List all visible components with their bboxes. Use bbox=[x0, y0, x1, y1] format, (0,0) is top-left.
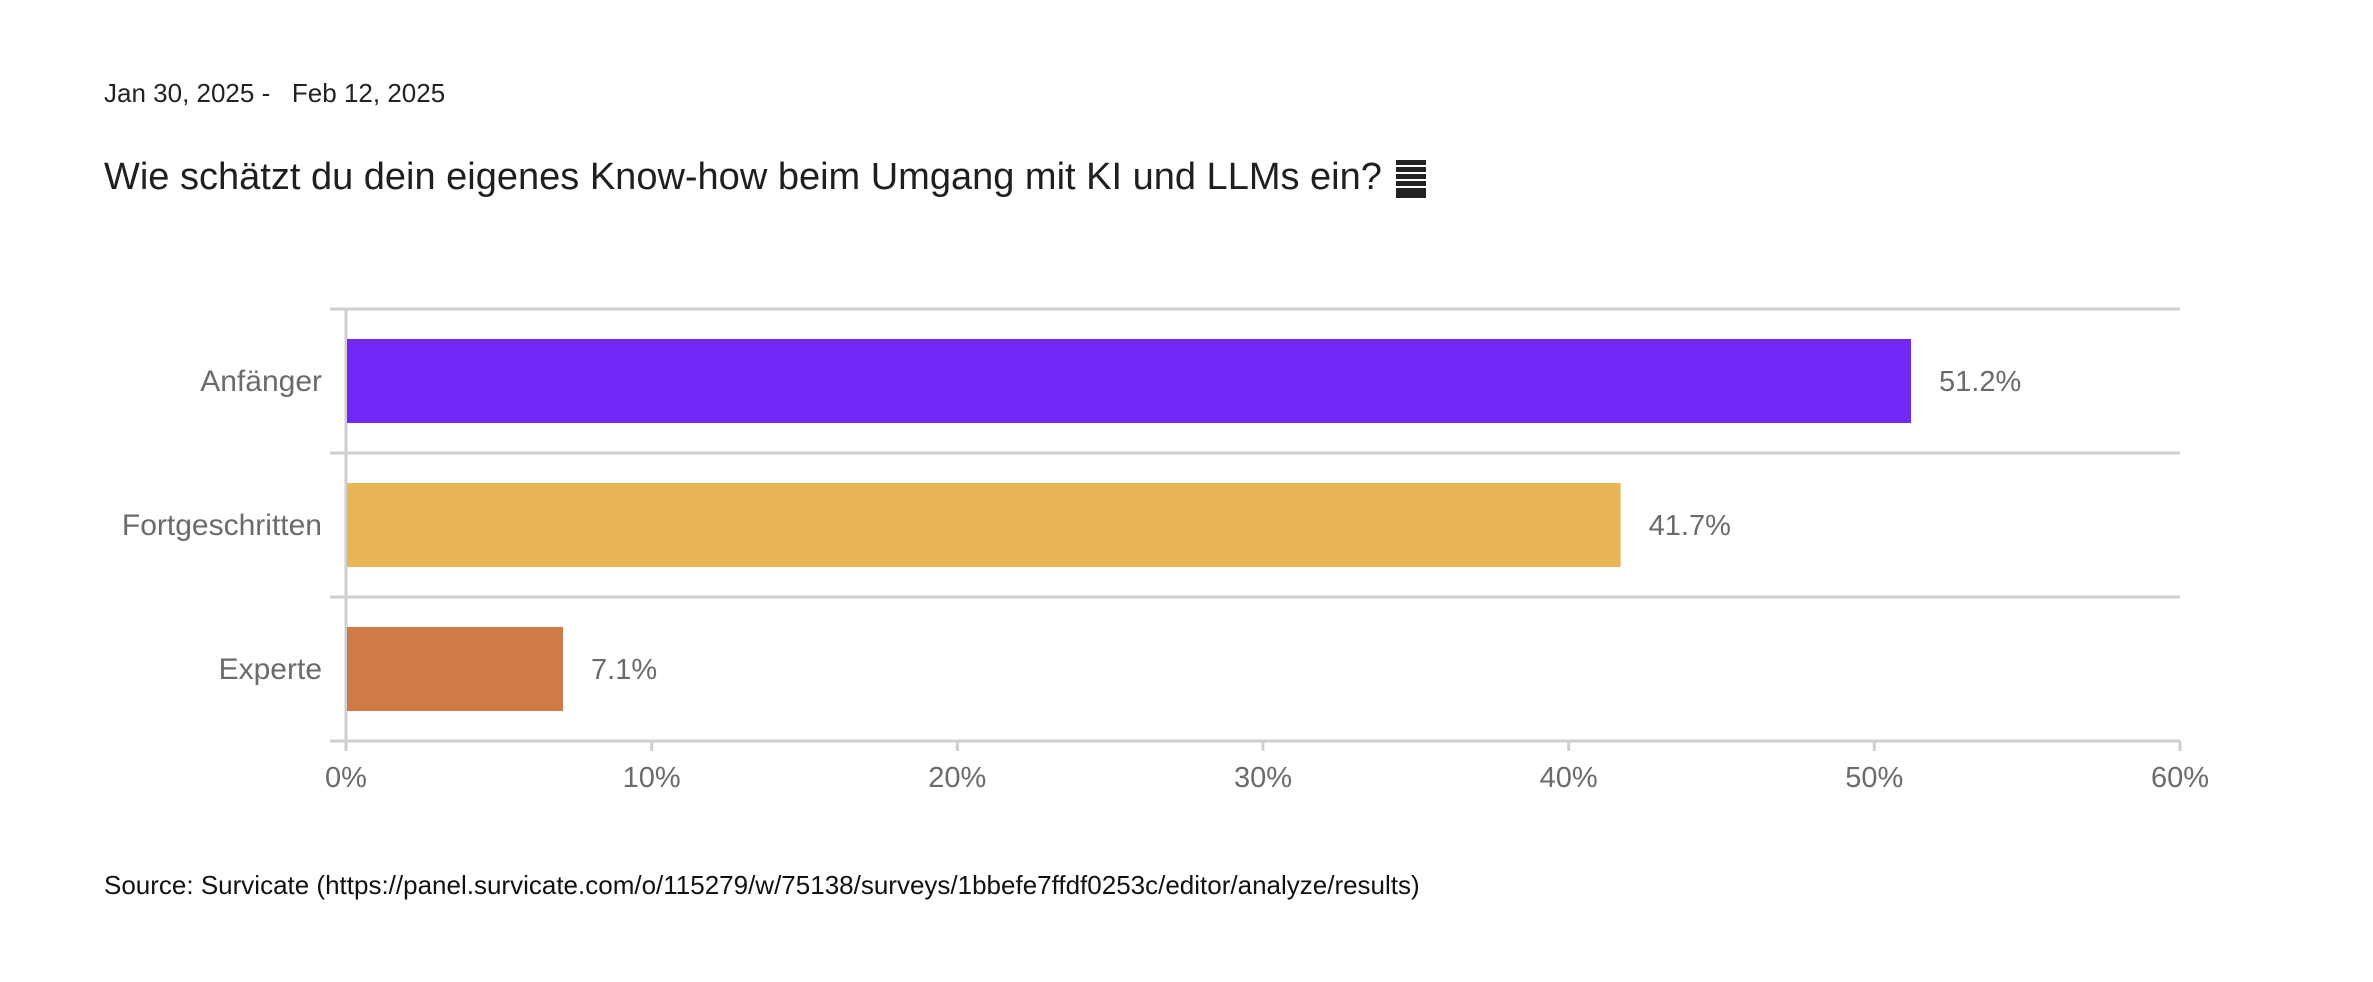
category-label: Fortgeschritten bbox=[122, 509, 322, 542]
x-tick-label: 40% bbox=[1540, 762, 1598, 794]
source-note: Source: Survicate (https://panel.survica… bbox=[104, 870, 1420, 900]
bar bbox=[347, 483, 1621, 567]
category-label: Anfänger bbox=[200, 365, 322, 398]
x-tick-label: 20% bbox=[928, 762, 986, 794]
date-range: Jan 30, 2025 - Feb 12, 2025 bbox=[104, 78, 445, 109]
date-range-separator: - bbox=[254, 78, 292, 108]
bar bbox=[347, 627, 564, 711]
date-range-start: Jan 30, 2025 bbox=[104, 78, 255, 108]
value-label: 51.2% bbox=[1939, 366, 2021, 398]
x-tick-label: 0% bbox=[325, 762, 367, 794]
chart-title: Wie schätzt du dein eigenes Know-how bei… bbox=[104, 156, 1426, 199]
x-tick-label: 30% bbox=[1234, 762, 1292, 794]
category-label: Experte bbox=[219, 653, 322, 686]
bar bbox=[347, 339, 1912, 423]
x-tick-label: 50% bbox=[1845, 762, 1903, 794]
value-label: 7.1% bbox=[591, 654, 657, 686]
x-tick-label: 60% bbox=[2151, 762, 2209, 794]
x-tick-label: 10% bbox=[623, 762, 681, 794]
chart-title-text: Wie schätzt du dein eigenes Know-how bei… bbox=[104, 156, 1382, 198]
menu-lines-icon[interactable] bbox=[1395, 158, 1426, 198]
date-range-end: Feb 12, 2025 bbox=[291, 78, 446, 108]
value-label: 41.7% bbox=[1649, 510, 1731, 542]
bar-chart: 0% 10% 20% 30% 40% 50% 60% Anfänger 51.2% Fortges… bbox=[122, 307, 2209, 794]
